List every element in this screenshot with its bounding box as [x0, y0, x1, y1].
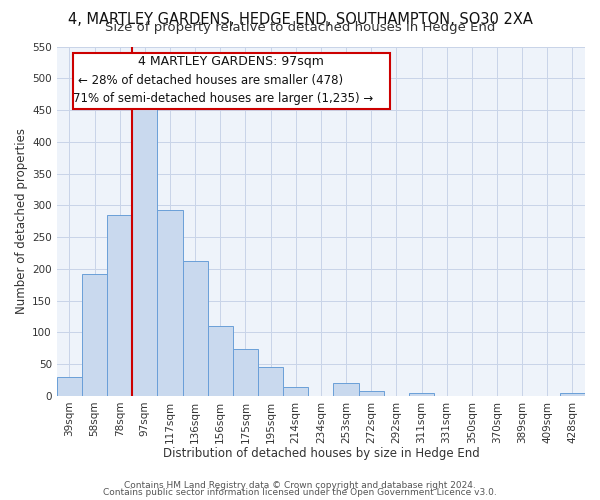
Text: Contains public sector information licensed under the Open Government Licence v3: Contains public sector information licen…: [103, 488, 497, 497]
Bar: [283, 387, 308, 396]
Bar: [132, 105, 157, 396]
Bar: [73, 53, 389, 110]
X-axis label: Distribution of detached houses by size in Hedge End: Distribution of detached houses by size …: [163, 447, 479, 460]
Text: Contains HM Land Registry data © Crown copyright and database right 2024.: Contains HM Land Registry data © Crown c…: [124, 481, 476, 490]
Bar: [359, 391, 384, 396]
Bar: [57, 377, 82, 396]
Bar: [182, 261, 208, 396]
Bar: [157, 210, 182, 396]
Bar: [233, 350, 258, 396]
Bar: [258, 366, 283, 396]
Text: 4, MARTLEY GARDENS, HEDGE END, SOUTHAMPTON, SO30 2XA: 4, MARTLEY GARDENS, HEDGE END, SOUTHAMPT…: [68, 12, 532, 26]
Text: Size of property relative to detached houses in Hedge End: Size of property relative to detached ho…: [105, 21, 495, 34]
Bar: [334, 383, 359, 396]
Bar: [82, 274, 107, 396]
Text: 71% of semi-detached houses are larger (1,235) →: 71% of semi-detached houses are larger (…: [73, 92, 373, 105]
Y-axis label: Number of detached properties: Number of detached properties: [15, 128, 28, 314]
Bar: [560, 394, 585, 396]
Bar: [107, 215, 132, 396]
Bar: [409, 392, 434, 396]
Text: ← 28% of detached houses are smaller (478): ← 28% of detached houses are smaller (47…: [78, 74, 343, 88]
Bar: [208, 326, 233, 396]
Text: 4 MARTLEY GARDENS: 97sqm: 4 MARTLEY GARDENS: 97sqm: [138, 55, 324, 68]
